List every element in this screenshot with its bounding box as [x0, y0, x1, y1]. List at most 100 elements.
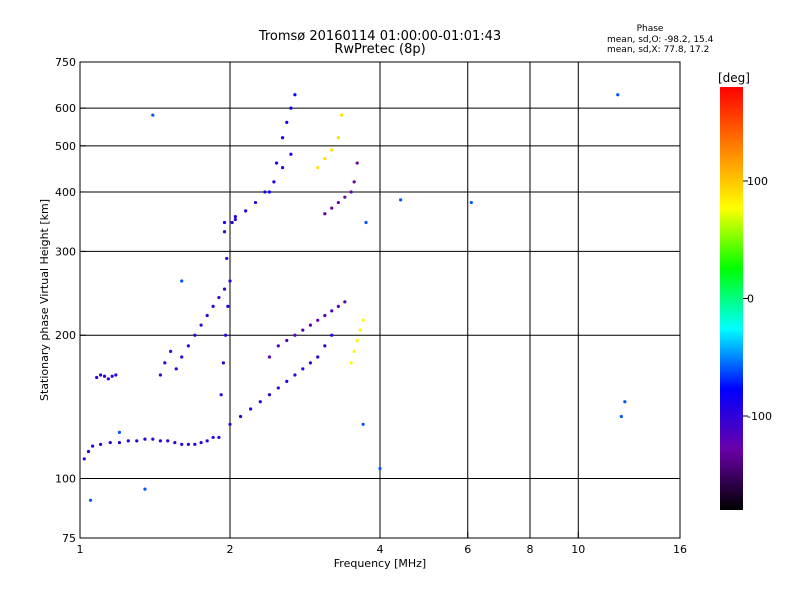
data-point: [180, 279, 184, 283]
data-point: [364, 220, 368, 225]
data-point: [151, 437, 155, 441]
data-point: [316, 318, 320, 322]
colorbar-tick-label: -100: [747, 410, 772, 423]
data-point: [228, 279, 232, 283]
phase-stats-o: mean, sd,O: -98.2, 15.4: [607, 35, 714, 45]
data-point: [211, 304, 215, 308]
data-point: [308, 361, 313, 365]
data-point: [355, 161, 359, 165]
data-point: [280, 166, 285, 170]
data-point: [253, 200, 258, 205]
data-point: [316, 166, 320, 170]
data-point: [186, 344, 190, 348]
colorbar: [deg] 100 0 -100: [718, 71, 772, 510]
data-point: [469, 200, 473, 205]
data-point: [173, 440, 177, 445]
data-point: [91, 444, 95, 448]
data-point: [95, 375, 99, 380]
data-point: [158, 373, 163, 377]
data-point: [135, 439, 139, 443]
data-point: [330, 333, 334, 337]
data-point: [336, 304, 340, 308]
data-point: [323, 157, 327, 161]
data-point: [308, 323, 313, 327]
data-point: [361, 318, 365, 322]
y-tick-label: 200: [55, 329, 76, 342]
data-point: [280, 136, 285, 140]
data-point: [88, 498, 93, 502]
data-point: [205, 439, 209, 443]
y-axis-label: Stationary phase Virtual Height [km]: [38, 199, 51, 401]
data-point: [623, 400, 627, 404]
data-point: [285, 120, 289, 124]
data-point: [143, 487, 147, 491]
data-point: [110, 374, 114, 378]
y-tick-label: 600: [55, 102, 76, 115]
colorbar-tick-label: 100: [747, 175, 768, 188]
data-point: [293, 333, 297, 337]
x-tick-label: 2: [227, 543, 234, 556]
data-points: [82, 93, 627, 502]
data-point: [217, 295, 221, 300]
y-tick-label: 75: [62, 532, 76, 545]
data-point: [244, 209, 248, 213]
data-point: [343, 195, 347, 199]
data-point: [99, 373, 103, 377]
data-point: [99, 442, 103, 446]
y-tick-label: 750: [55, 56, 76, 69]
data-point: [158, 439, 163, 443]
data-point: [180, 355, 184, 359]
data-point: [276, 344, 280, 348]
data-point: [263, 190, 267, 194]
data-point: [289, 152, 293, 156]
data-point: [349, 190, 353, 194]
data-point: [272, 180, 276, 184]
data-point: [217, 435, 221, 440]
data-point: [285, 379, 289, 383]
data-point: [225, 256, 229, 261]
colorbar-gradient: [720, 87, 743, 510]
x-tick-label: 4: [377, 543, 384, 556]
y-tick-label: 400: [55, 186, 76, 199]
data-point: [143, 437, 147, 441]
data-point: [222, 230, 227, 234]
data-point: [352, 349, 356, 353]
data-point: [267, 355, 272, 359]
data-point: [285, 338, 289, 343]
phase-stats-x: mean, sd,X: 77.8, 17.2: [607, 45, 709, 55]
x-tick-label: 10: [571, 543, 585, 556]
data-point: [616, 93, 620, 97]
data-point: [151, 113, 155, 117]
y-tick-label: 500: [55, 140, 76, 153]
data-point: [249, 407, 253, 411]
data-point: [169, 349, 173, 353]
data-point: [166, 439, 170, 443]
data-point: [301, 367, 305, 371]
data-point: [619, 414, 623, 419]
data-point: [267, 190, 272, 194]
data-point: [219, 393, 223, 397]
data-point: [117, 440, 122, 445]
data-point: [233, 217, 237, 222]
data-point: [233, 215, 237, 219]
data-point: [276, 386, 280, 390]
data-point: [180, 442, 184, 446]
data-point: [293, 373, 297, 377]
x-tick-label: 6: [464, 543, 471, 556]
chart-title: Tromsø 20160114 01:00:00-01:01:43: [258, 29, 501, 44]
data-point: [267, 393, 272, 397]
data-point: [323, 313, 327, 318]
data-point: [323, 212, 327, 216]
data-point: [102, 374, 107, 378]
data-point: [114, 373, 118, 377]
data-point: [301, 328, 305, 332]
data-point: [352, 180, 356, 184]
data-point: [199, 440, 203, 445]
data-point: [106, 377, 110, 381]
axes: 1 2 4 6 8 10 16 75 100 200 300 400 500 600 750: [55, 56, 687, 556]
data-point: [228, 422, 232, 426]
data-point: [193, 333, 197, 337]
data-point: [330, 148, 334, 152]
data-point: [199, 323, 203, 327]
